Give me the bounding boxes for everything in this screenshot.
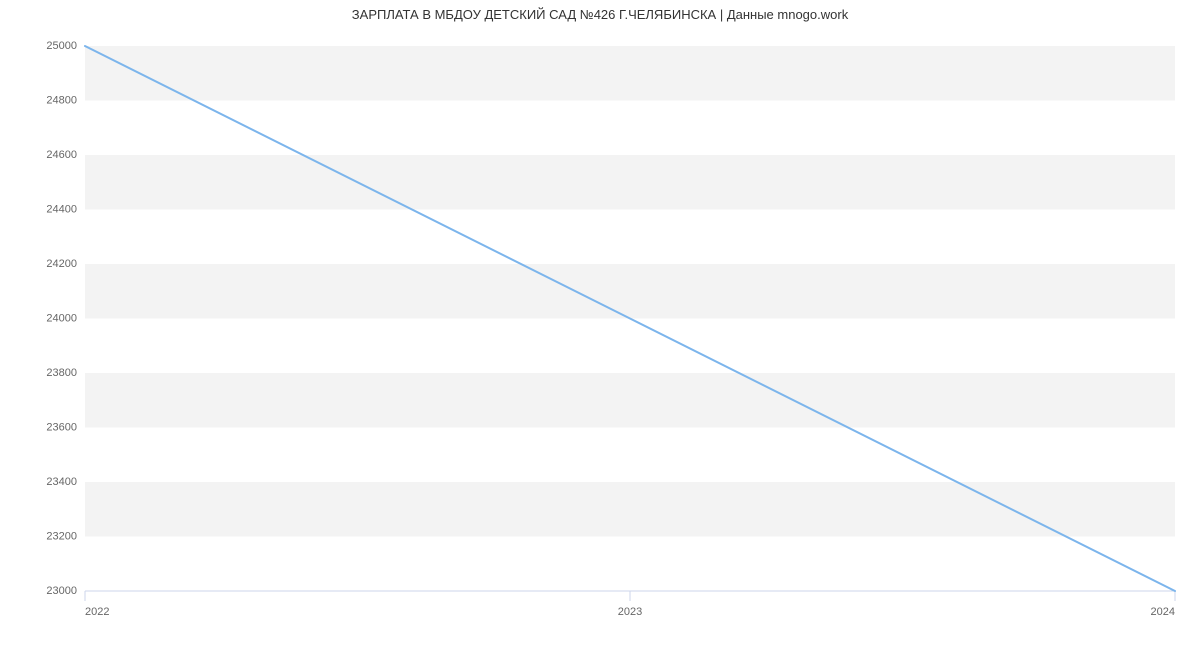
y-grid-band bbox=[85, 537, 1175, 592]
y-tick-label: 23600 bbox=[46, 421, 77, 433]
y-tick-label: 23800 bbox=[46, 367, 77, 379]
x-tick-label: 2023 bbox=[618, 606, 642, 618]
chart-title: ЗАРПЛАТА В МБДОУ ДЕТСКИЙ САД №426 Г.ЧЕЛЯ… bbox=[0, 7, 1200, 22]
y-grid-band bbox=[85, 319, 1175, 374]
y-tick-label: 24400 bbox=[46, 203, 77, 215]
y-grid-band bbox=[85, 373, 1175, 428]
y-grid-band bbox=[85, 210, 1175, 265]
salary-line-chart: ЗАРПЛАТА В МБДОУ ДЕТСКИЙ САД №426 Г.ЧЕЛЯ… bbox=[0, 0, 1200, 650]
y-tick-label: 24000 bbox=[46, 312, 77, 324]
y-grid-band bbox=[85, 428, 1175, 483]
x-tick-label: 2024 bbox=[1151, 606, 1175, 618]
y-tick-label: 25000 bbox=[46, 40, 77, 52]
y-tick-label: 23400 bbox=[46, 476, 77, 488]
chart-svg: 23000 23200 23400 23600 23800 24000 24200 24400… bbox=[0, 0, 1200, 650]
y-tick-label: 24600 bbox=[46, 149, 77, 161]
y-grid-band bbox=[85, 264, 1175, 319]
y-grid-band bbox=[85, 155, 1175, 210]
y-grid-band bbox=[85, 46, 1175, 101]
y-tick-label: 24800 bbox=[46, 94, 77, 106]
y-tick-label: 24200 bbox=[46, 258, 77, 270]
y-tick-label: 23200 bbox=[46, 530, 77, 542]
x-tick-label: 2022 bbox=[85, 606, 109, 618]
y-tick-label: 23000 bbox=[46, 585, 77, 597]
